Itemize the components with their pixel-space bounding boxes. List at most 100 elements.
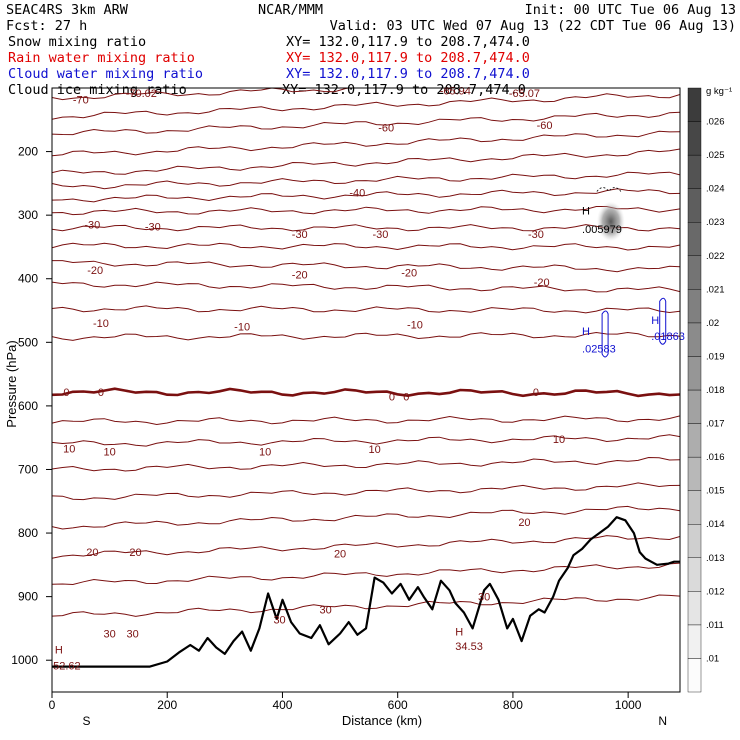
y-tick-label: 300 [18, 208, 38, 222]
contour-label: 30 [273, 615, 285, 627]
isotherm-20 [52, 482, 680, 501]
extremum-label: H [582, 326, 590, 338]
cloud-water-contour-1 [659, 297, 667, 345]
colorbar-swatch [687, 121, 702, 156]
contour-label: 0 [389, 391, 395, 403]
colorbar-tick-label: .024 [706, 184, 725, 195]
temperature-contours [52, 88, 680, 617]
isotherm--45 [52, 171, 680, 190]
y-tick-label: 400 [18, 272, 38, 286]
colorbar-tick-label: .018 [706, 385, 725, 396]
contour-label: -40 [349, 187, 365, 199]
init-time: Init: 00 UTC Tue 06 Aug 13 [524, 2, 736, 18]
contour-label: -60 [378, 122, 394, 134]
extremum-label: H [55, 644, 63, 656]
colorbar-swatch [687, 154, 702, 189]
y-tick-label: 800 [18, 526, 38, 540]
contour-label: -70 [73, 94, 89, 106]
field-snow-name: Snow mixing ratio [8, 34, 147, 50]
extremum-label: 34.53 [455, 641, 483, 653]
contour-label: -65.07 [509, 88, 540, 100]
colorbar-swatch [687, 456, 702, 491]
colorbar-swatch [687, 222, 702, 256]
cloud-water-contour-0 [601, 310, 609, 358]
isotherm-35 [52, 562, 680, 586]
isotherm--30 [52, 224, 680, 232]
contour-label: -30 [145, 222, 161, 234]
colorbar-tick-label: .01 [706, 653, 719, 664]
colorbar-swatch [687, 255, 702, 290]
y-tick-label: 900 [18, 590, 38, 604]
colorbar-tick-label: .025 [706, 150, 725, 161]
field-rain-name: Rain water mixing ratio [8, 50, 195, 66]
contour-label: 10 [553, 434, 565, 446]
valid-time: Valid: 03 UTC Wed 07 Aug 13 (22 CDT Tue … [329, 18, 736, 34]
colorbar-tick-label: .011 [706, 620, 724, 631]
snow-contour [596, 187, 622, 193]
cloud-ice-maximum [596, 201, 625, 242]
contour-label: -65.94 [440, 86, 471, 98]
colorbar-swatch [687, 591, 702, 626]
contour-label: 10 [369, 444, 381, 456]
contour-label: 0 [403, 391, 409, 403]
contour-label: -20 [292, 269, 308, 281]
y-axis-label: Pressure (hPa) [4, 340, 19, 427]
contour-label: -70.02 [126, 88, 157, 100]
contour-label: -20 [534, 277, 550, 289]
contour-label: -10 [93, 318, 109, 330]
colorbar-swatch [687, 423, 702, 458]
isotherm--20 [52, 260, 680, 273]
isotherm-15 [52, 456, 680, 472]
field-snow-xy: XY= 132.0,117.9 to 208.7,474.0 [286, 34, 530, 50]
model-name: SEAC4RS 3km ARW [6, 2, 128, 18]
isotherm-0 [52, 387, 680, 398]
colorbar-swatch [687, 356, 702, 391]
contour-label: 20 [518, 517, 530, 529]
isotherm--60 [52, 111, 680, 136]
colorbar-swatch [687, 658, 702, 693]
contour-label: 30 [478, 592, 490, 604]
contour-label: -10 [407, 320, 423, 332]
contour-label: 30 [103, 629, 115, 641]
contour-label: 0 [533, 387, 539, 399]
colorbar-tick-label: .022 [706, 251, 725, 262]
y-tick-label: 500 [18, 335, 38, 349]
x-axis-label: Distance (km) [342, 713, 422, 728]
isotherm-10 [52, 434, 680, 447]
colorbar-swatch [687, 624, 702, 659]
colorbar-tick-label: .016 [706, 452, 725, 463]
forecast-hour: Fcst: 27 h [6, 18, 88, 34]
contour-label: 10 [63, 443, 75, 455]
colorbar-swatch [687, 322, 702, 357]
y-tick-label: 600 [18, 399, 38, 413]
colorbar-tick-label: .014 [706, 519, 725, 530]
isotherm--70 [52, 88, 454, 101]
contour-label: 0 [63, 387, 69, 399]
extremum-label: .02583 [582, 344, 616, 356]
org-name: NCAR/MMM [258, 2, 324, 18]
colorbar-tick-label: .02 [706, 318, 719, 329]
extremum-label: H [455, 627, 463, 639]
isotherm--55 [52, 130, 680, 157]
x-tick-label: 1000 [615, 698, 642, 712]
y-tick-label: 700 [18, 462, 38, 476]
contour-labels: -70 -70.02 -65.94 -65.07 -60 -60 -40 -30 -30 -30 -… [53, 86, 685, 673]
extremum-label: .01863 [651, 331, 685, 343]
extremum-label: 52.62 [53, 660, 81, 672]
y-tick-label: 200 [18, 145, 38, 159]
isotherm--40 [52, 188, 680, 203]
colorbar-tick-label: .023 [706, 217, 725, 228]
plot-frame [51, 87, 681, 693]
extremum-label: H [651, 315, 659, 327]
x-tick-label: 800 [503, 698, 523, 712]
isotherm--35 [52, 206, 680, 216]
x-tick-label: 200 [157, 698, 177, 712]
isotherm--10 [52, 305, 680, 314]
x-tick-label: 600 [388, 698, 408, 712]
colorbar-tick-label: .013 [706, 553, 725, 564]
isotherm--65 [52, 93, 680, 120]
colorbar-tick-label: .019 [706, 351, 725, 362]
y-tick-label: 1000 [11, 653, 38, 667]
colorbar-swatch [687, 188, 702, 223]
